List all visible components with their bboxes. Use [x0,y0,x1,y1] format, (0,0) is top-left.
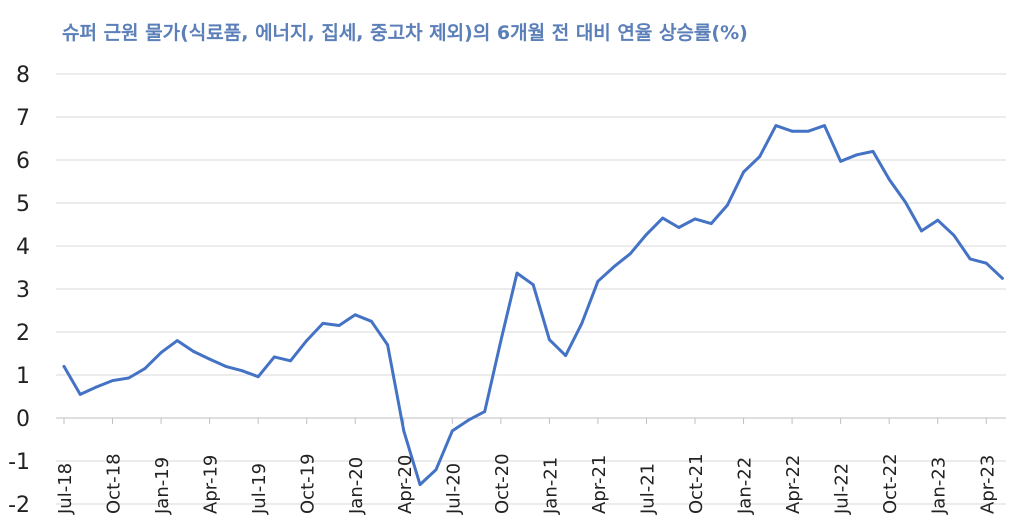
x-tick-label: Oct-20 [492,453,513,514]
y-tick-label: 8 [16,63,30,88]
data-point [159,351,163,354]
data-point [143,367,147,370]
series-line [62,124,1004,487]
data-point [531,283,535,287]
data-point [823,124,826,127]
x-axis [56,417,1006,424]
series [62,124,1004,487]
x-tick-label: Jul-21 [637,463,658,515]
data-point [305,339,309,342]
x-tick-label: Apr-20 [395,455,416,514]
data-point [855,153,859,157]
data-point [806,129,810,133]
y-axis: -2 -1 0 1 2 3 4 5 6 7 8 [8,63,30,518]
data-point [434,468,438,471]
data-point [418,483,422,486]
data-point [677,226,681,229]
data-point [612,265,616,268]
x-tick-label: Jan-22 [735,457,756,515]
data-point [839,159,842,163]
x-tick-label: Jan-19 [152,457,173,515]
data-point [920,229,923,233]
data-point [321,322,325,325]
gridlines [56,73,1006,505]
y-tick-label: 6 [16,149,30,174]
data-point [564,354,567,357]
data-point [596,279,600,283]
data-point [483,410,487,413]
data-point [693,217,697,221]
data-point [499,339,503,342]
data-point [272,355,276,359]
x-tick-label: Jan-20 [346,457,367,515]
x-tick-label: Oct-22 [880,453,901,514]
data-point [742,170,745,174]
data-point [936,218,940,222]
data-point [548,338,551,342]
data-point [709,222,713,226]
data-point [1001,276,1004,280]
data-point [353,313,357,317]
x-axis-labels: Jul-18 Oct-18 Jan-19 Apr-19 Jul-19 Oct-19 Jan-… [55,453,998,515]
data-point [790,129,794,133]
data-point [758,155,762,159]
data-point [111,379,114,382]
y-tick-label: -1 [8,450,30,475]
data-point [467,418,470,422]
y-tick-label: 3 [16,278,30,303]
x-tick-label: Apr-22 [783,455,804,514]
y-tick-label: -2 [8,493,30,518]
data-point [968,257,972,261]
data-point [450,429,454,433]
x-tick-label: Jan-23 [929,457,950,515]
x-tick-label: Jul-18 [55,463,76,515]
y-tick-label: 5 [16,192,30,217]
data-point [628,252,632,256]
data-point [78,393,82,396]
x-tick-label: Apr-21 [589,455,610,514]
data-point [661,216,665,220]
data-point [871,150,875,153]
data-point [774,124,778,127]
x-tick-label: Jul-20 [443,463,464,515]
y-tick-label: 2 [16,321,30,346]
data-point [386,343,389,347]
data-point [208,357,212,361]
x-tick-label: Jul-22 [832,463,853,515]
x-tick-label: Apr-19 [201,455,222,514]
y-tick-label: 7 [16,106,30,131]
y-tick-label: 4 [16,235,30,260]
data-point [580,322,584,325]
data-point [726,203,729,207]
data-point [127,376,131,380]
data-point [224,365,228,368]
x-tick-label: Oct-18 [104,453,125,514]
y-tick-label: 1 [16,364,30,389]
data-point [256,375,260,379]
data-point [240,369,244,373]
data-point [984,261,988,265]
x-tick-label: Apr-23 [977,455,998,514]
data-point [904,200,907,204]
data-point [337,324,341,327]
data-point [95,385,98,389]
data-point [402,429,406,433]
data-point [952,233,956,237]
data-point [175,339,179,342]
data-point [289,359,292,363]
data-point [515,271,519,275]
chart-title: 슈퍼 근원 물가(식료품, 에너지, 집세, 중고차 제외)의 6개월 전 대비… [62,22,748,44]
y-tick-label: 0 [16,407,30,432]
x-tick-label: Jul-19 [249,463,270,515]
data-point [192,350,195,353]
data-point [645,233,648,236]
data-point [62,365,66,368]
x-tick-label: Oct-21 [686,453,707,514]
x-tick-label: Jan-21 [540,457,561,515]
data-point [370,319,373,323]
x-tick-label: Oct-19 [298,453,319,514]
data-point [887,178,891,181]
